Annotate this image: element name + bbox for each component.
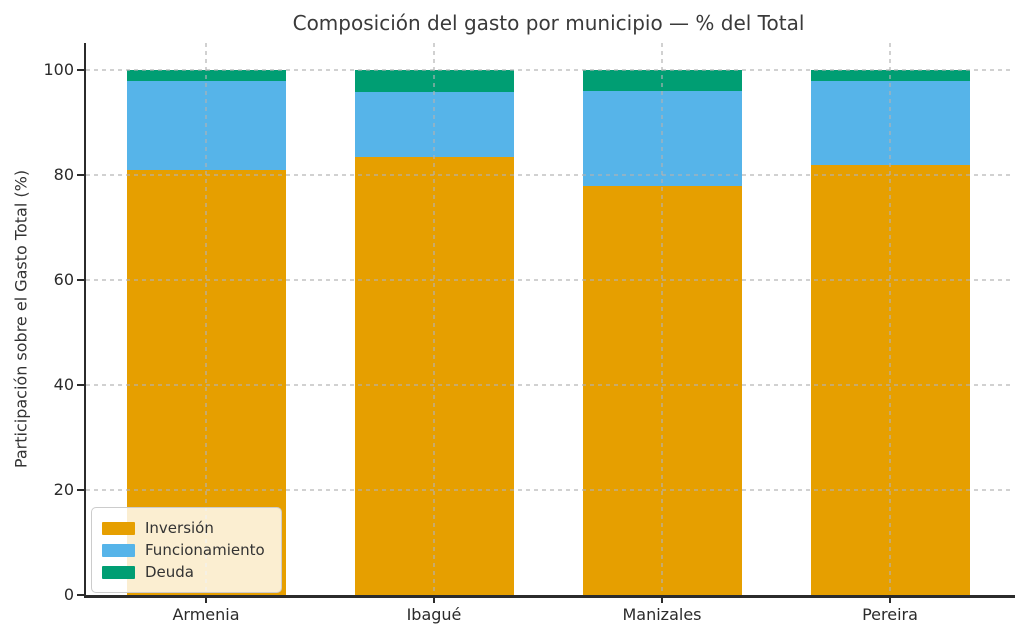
plot-area [86, 43, 1013, 595]
y-tick-label: 80 [53, 165, 74, 184]
y-axis-label: Participación sobre el Gasto Total (%) [11, 169, 31, 469]
chart-title: Composición del gasto por municipio — % … [292, 11, 805, 35]
legend-item-deuda: Deuda [102, 563, 265, 581]
y-tick-mark [77, 174, 84, 176]
y-axis-spine [84, 43, 86, 597]
y-tick-label: 100 [43, 60, 74, 79]
y-tick-label: 60 [53, 270, 74, 289]
gridline-x-pereira [889, 43, 891, 595]
y-tick-mark [77, 489, 84, 491]
y-tick-label: 0 [63, 585, 74, 604]
legend-label-funcionamiento: Funcionamiento [145, 541, 265, 559]
x-tick-label-armenia: Armenia [172, 605, 240, 624]
y-tick-mark [77, 384, 84, 386]
gridline-y-80 [86, 174, 1013, 176]
y-tick-mark [77, 69, 84, 71]
y-tick-label: 40 [53, 375, 74, 394]
x-tick-mark [661, 597, 663, 603]
x-tick-label-manizales: Manizales [622, 605, 702, 624]
gridline-x-ibagué [433, 43, 435, 595]
y-tick-mark [77, 279, 84, 281]
y-tick-label: 20 [53, 480, 74, 499]
x-tick-mark [205, 597, 207, 603]
y-tick-mark [77, 594, 84, 596]
gridline-y-20 [86, 489, 1013, 491]
gridline-x-armenia [205, 43, 207, 595]
legend-item-funcionamiento: Funcionamiento [102, 541, 265, 559]
x-tick-label-pereira: Pereira [862, 605, 918, 624]
legend-item-inversión: Inversión [102, 519, 265, 537]
gridline-y-100 [86, 69, 1013, 71]
legend-label-deuda: Deuda [145, 563, 194, 581]
x-tick-label-ibagué: Ibagué [406, 605, 462, 624]
legend-swatch-inversión [102, 521, 135, 535]
gridline-y-60 [86, 279, 1013, 281]
legend: Inversión Funcionamiento Deuda [91, 507, 282, 593]
x-axis-spine [84, 595, 1015, 598]
x-tick-mark [889, 597, 891, 603]
gridline-x-manizales [661, 43, 663, 595]
legend-label-inversión: Inversión [145, 519, 214, 537]
gridline-y-40 [86, 384, 1013, 386]
legend-swatch-deuda [102, 565, 135, 579]
legend-swatch-funcionamiento [102, 543, 135, 557]
x-tick-mark [433, 597, 435, 603]
